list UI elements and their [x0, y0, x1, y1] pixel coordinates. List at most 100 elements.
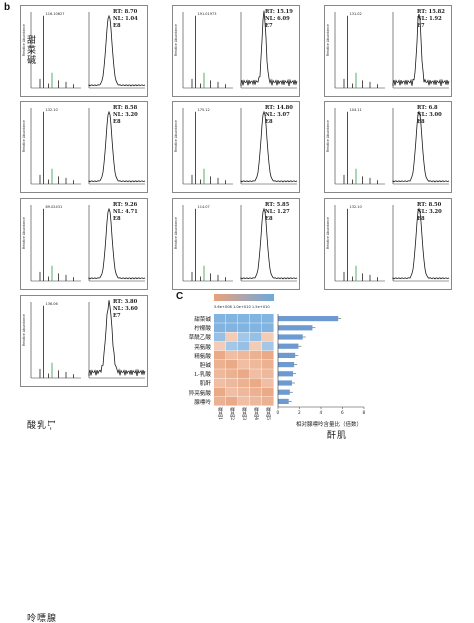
heatmap-cell: [214, 332, 226, 342]
heatmap-col-label: 样品3: [241, 407, 247, 421]
ms-ylabel: Relative Abundance: [22, 217, 26, 249]
heatmap-row-label: L-乳酸: [194, 372, 211, 379]
heatmap-row-label: 精氨酸: [194, 353, 211, 360]
chromatogram-curve: [392, 14, 450, 87]
heatmap-cell: [250, 360, 262, 369]
peak-mz-label: 89.02431: [46, 205, 63, 209]
heatmap-cell: [238, 387, 250, 397]
chromatogram-curve: [88, 207, 146, 280]
rt-text: RT: 6.8: [417, 105, 438, 111]
bar: [278, 316, 339, 322]
peak-mz-label: 116.10627: [46, 12, 65, 16]
tile-3: 131.02 Relative Abundance RT: 15.82 NL: 1.9…: [324, 5, 452, 97]
heatmap-cell: [238, 341, 250, 351]
peak-mz-label: 104.11: [350, 108, 362, 112]
color-scale-label: 5.6e+008 1.0e+010 1.5e+010: [214, 305, 270, 309]
heatmap-row-label: 肌酐: [199, 381, 211, 388]
heatmap-cell: [214, 387, 226, 397]
heatmap-cell: [250, 378, 262, 388]
rt-nl-box: RT: 14.80 NL: 3.07 E8: [265, 105, 299, 126]
heatmap-row-label: 草酰乙酸: [188, 335, 211, 342]
heatmap-cell: [250, 341, 262, 351]
heatmap-row-label: 亮氨酸: [194, 344, 211, 351]
tile-6: 104.11 Relative Abundance RT: 6.8 NL: 3.00 …: [324, 101, 452, 193]
heatmap-cell: [262, 323, 274, 332]
heatmap-cell: [238, 378, 250, 388]
color-scale-bar: [214, 294, 274, 301]
heatmap-cell: [238, 332, 250, 342]
heatmap-cell: [214, 360, 226, 369]
ms-ylabel: Relative Abundance: [22, 120, 26, 152]
tile-10: 136.06 Relative Abundance RT: 3.80 NL: 3.60…: [20, 295, 148, 387]
chromatogram-svg: 175.12 Relative Abundance: [174, 108, 298, 185]
chromatogram-curve: [88, 110, 146, 183]
bar: [278, 362, 295, 368]
nl-text: NL: 6.09 E7: [265, 16, 290, 29]
tile-2: 191.01973 Relative Abundance RT: 15.19 NL: …: [172, 5, 300, 97]
heatmap-cell: [250, 369, 262, 378]
heatmap-cell: [226, 350, 238, 360]
rt-text: RT: 14.80: [265, 105, 293, 111]
nl-text: NL: 1.04 E8: [113, 16, 138, 29]
heatmap-cell: [262, 396, 274, 406]
rt-text: RT: 8.50: [417, 202, 442, 208]
nl-text: NL: 3.07 E8: [265, 112, 290, 125]
heatmap-cell: [214, 341, 226, 351]
chromatogram-curve: [88, 300, 146, 377]
nl-text: NL: 3.00 E8: [417, 112, 442, 125]
nl-text: NL: 1.27 E8: [265, 209, 290, 222]
nl-text: NL: 3.20 E8: [417, 209, 442, 222]
rt-text: RT: 3.80: [113, 299, 138, 305]
nl-text: NL: 1.92 E7: [417, 16, 442, 29]
rt-nl-box: RT: 5.85 NL: 1.27 E8: [265, 202, 299, 223]
ms-ylabel: Relative Abundance: [174, 120, 178, 152]
heatmap-row-label: 甜菜碱: [194, 317, 211, 323]
ms-ylabel: Relative Abundance: [22, 24, 26, 56]
heatmap-cell: [238, 350, 250, 360]
peak-mz-label: 175.12: [198, 108, 210, 112]
heatmap-cell: [238, 314, 250, 323]
heatmap-cell: [226, 369, 238, 378]
chromatogram-svg: 89.02431 Relative Abundance: [22, 205, 146, 282]
heatmap-cell: [250, 314, 262, 323]
peak-mz-label: 191.01973: [198, 12, 217, 16]
chromatogram-curve: [240, 207, 298, 280]
ms-ylabel: Relative Abundance: [326, 217, 330, 249]
tile-5: 175.12 Relative Abundance RT: 14.80 NL: 3.0…: [172, 101, 300, 193]
heatmap-cell: [262, 378, 274, 388]
heatmap-cell: [226, 314, 238, 323]
peak-mz-label: 132.10: [350, 205, 362, 209]
tile-8: 114.07 Relative Abundance RT: 5.85 NL: 1.27…: [172, 198, 300, 290]
nl-text: NL: 4.71 E8: [113, 209, 138, 222]
heatmap-cell: [214, 314, 226, 323]
heatmap-col-label: 样品5: [265, 407, 271, 421]
panel-letter-c: C: [176, 291, 184, 302]
rt-nl-box: RT: 6.8 NL: 3.00 E8: [417, 105, 451, 126]
rt-text: RT: 9.26: [113, 202, 138, 208]
rt-text: RT: 15.19: [265, 9, 293, 15]
nl-text: NL: 3.60 E7: [113, 306, 138, 319]
heatmap-row-label: 柠檬酸: [194, 326, 211, 333]
heatmap-cell: [250, 350, 262, 360]
heatmap-cell: [238, 360, 250, 369]
compound-label: L-乳酸: [25, 420, 55, 432]
bar-tick-label: 4: [320, 410, 323, 415]
heatmap-cell: [262, 350, 274, 360]
heatmap-cell: [262, 332, 274, 342]
heatmap-cell: [226, 341, 238, 351]
heatmap-cell: [214, 323, 226, 332]
rt-text: RT: 8.58: [113, 105, 138, 111]
chromatogram-svg: 114.07 Relative Abundance: [174, 205, 298, 282]
chromatogram-curve: [392, 110, 450, 183]
heatmap-cell: [226, 396, 238, 406]
chromatogram-svg: 132.10 Relative Abundance: [326, 205, 450, 282]
rt-nl-box: RT: 9.26 NL: 4.71 E8: [113, 202, 147, 223]
heatmap-cell: [250, 387, 262, 397]
chromatogram-curve: [240, 10, 298, 87]
rt-nl-box: RT: 15.82 NL: 1.92 E7: [417, 9, 451, 30]
rt-text: RT: 5.85: [265, 202, 290, 208]
heatmap-cell: [226, 378, 238, 388]
compound-label: 甜菜碱: [25, 35, 35, 65]
bar: [278, 389, 290, 395]
heatmap-cell: [214, 369, 226, 378]
